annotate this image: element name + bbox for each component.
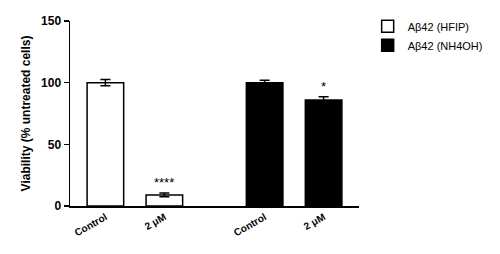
svg-text:2 μM: 2 μM (302, 211, 327, 232)
svg-text:2 μM: 2 μM (143, 211, 168, 232)
svg-text:Control: Control (232, 211, 268, 238)
svg-text:Aβ42 (HFIP): Aβ42 (HFIP) (408, 21, 469, 33)
svg-text:Viability (% untreated cells): Viability (% untreated cells) (19, 36, 33, 192)
svg-text:150: 150 (41, 14, 61, 28)
svg-text:Aβ42 (NH4OH): Aβ42 (NH4OH) (408, 40, 483, 52)
svg-text:Control: Control (73, 211, 109, 238)
svg-text:****: **** (154, 175, 174, 190)
svg-text:50: 50 (48, 138, 62, 152)
svg-text:*: * (321, 79, 326, 94)
svg-text:100: 100 (41, 76, 61, 90)
svg-text:0: 0 (54, 199, 61, 213)
